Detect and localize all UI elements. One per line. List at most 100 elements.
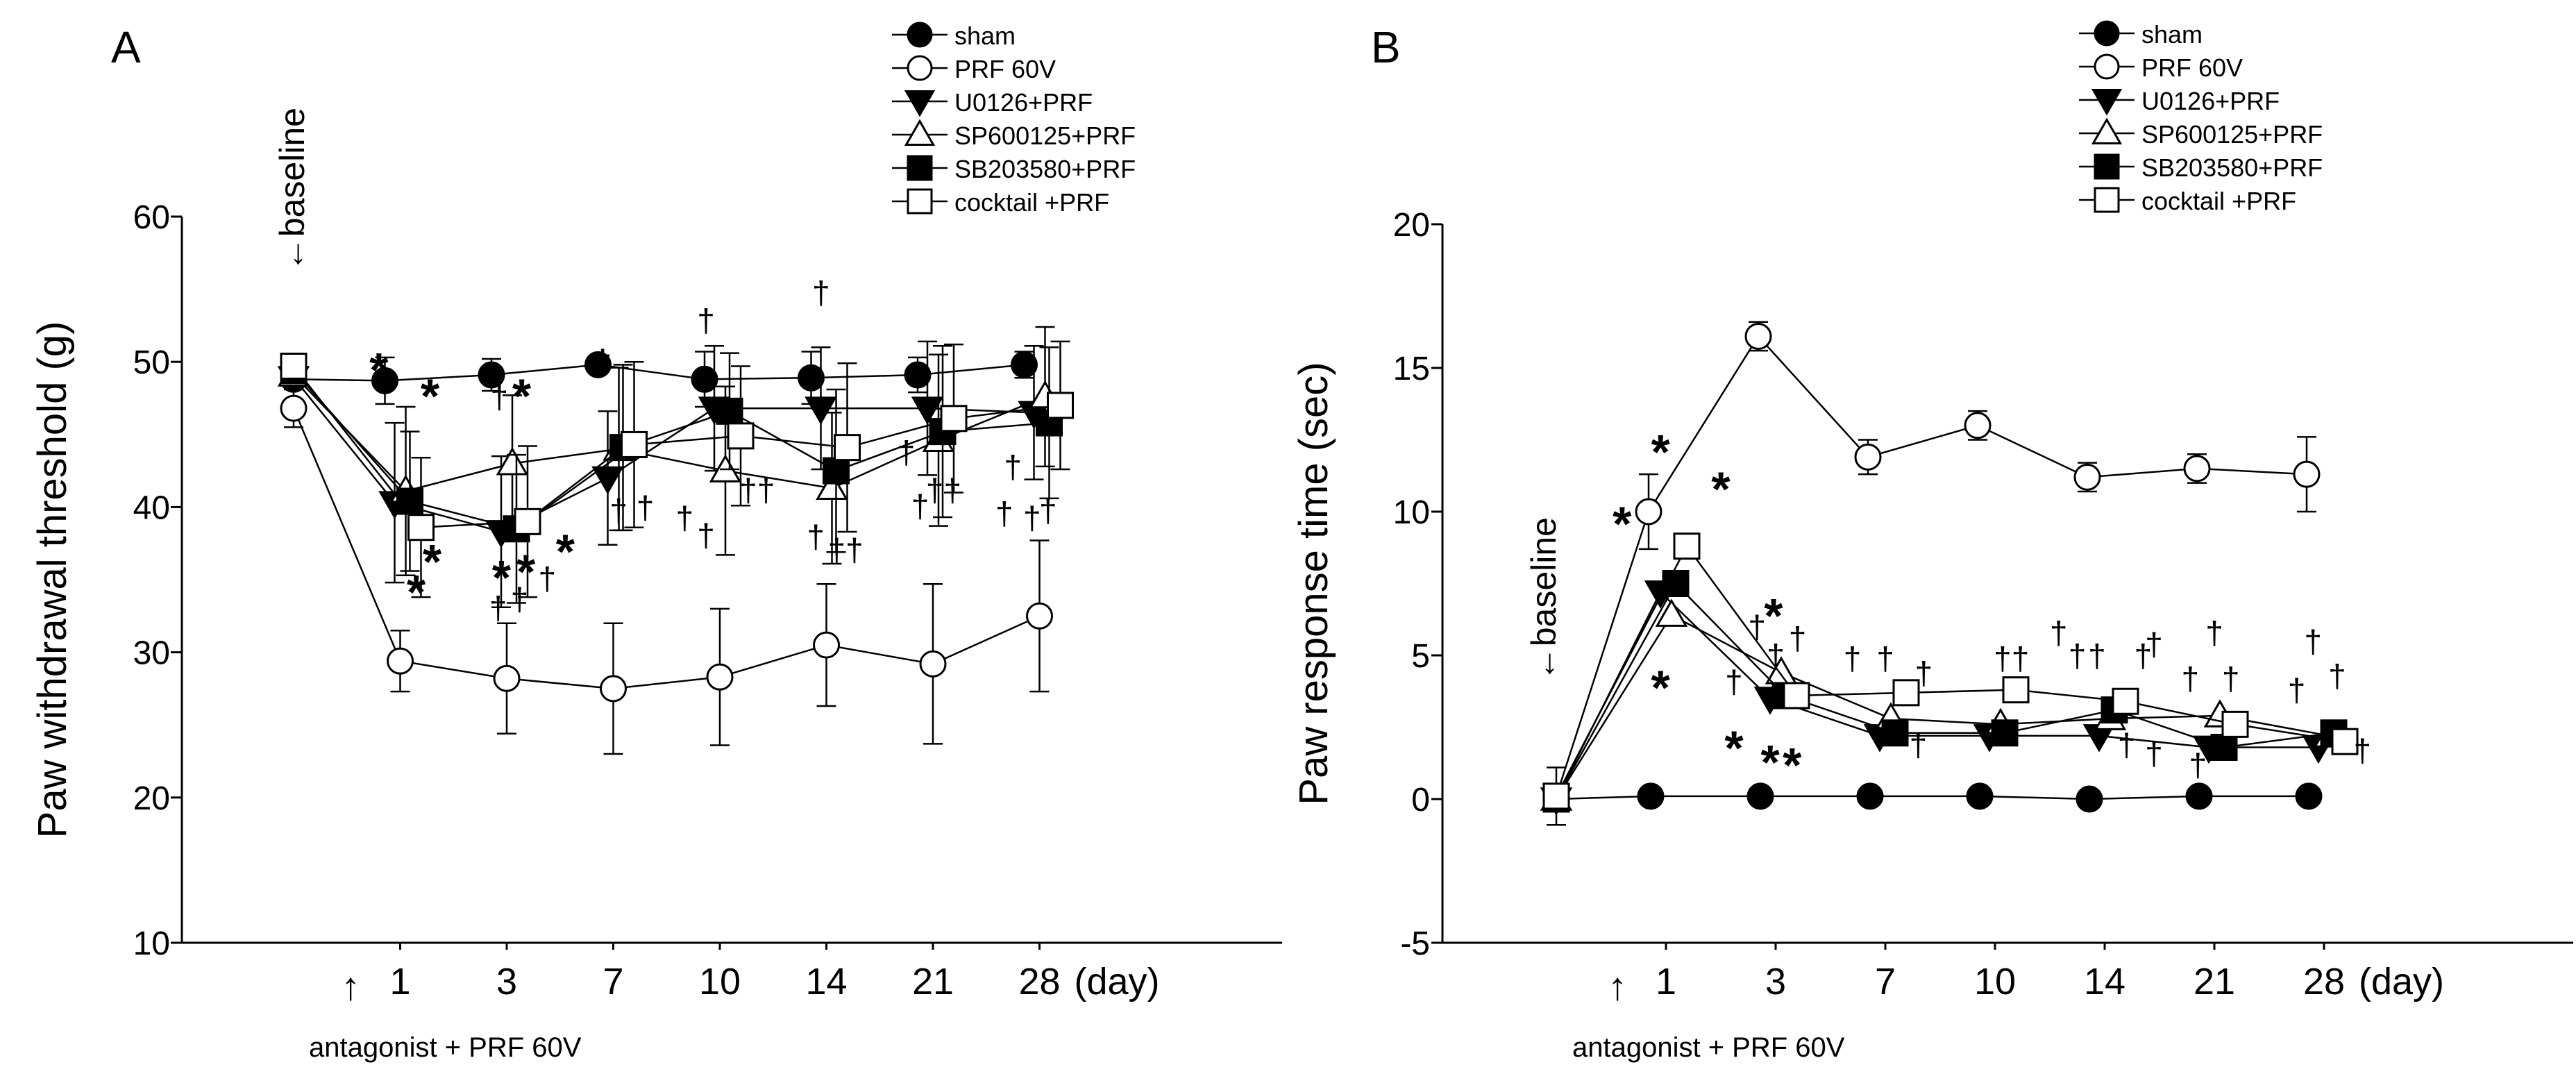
legend-marker	[907, 55, 933, 81]
data-point	[1744, 322, 1772, 350]
significance-dagger: †	[2050, 614, 2068, 650]
x-unit-label: (day)	[2359, 961, 2444, 1002]
significance-dagger: †	[697, 302, 715, 338]
x-tick-label: 21	[912, 961, 954, 1002]
x-tick-label: 1	[1656, 961, 1676, 1002]
y-tick-label: 10	[1393, 494, 1430, 531]
significance-star: *	[369, 343, 389, 397]
series-line	[1555, 590, 2318, 800]
data-point	[2112, 687, 2139, 715]
significance-dagger: †	[1725, 664, 1743, 700]
data-point	[2331, 728, 2359, 755]
significance-dagger: †	[2181, 661, 2199, 697]
legend-marker	[904, 119, 936, 146]
legend-marker	[907, 188, 933, 215]
series-line	[1555, 335, 2307, 797]
significance-dagger: †	[1748, 609, 1766, 645]
data-point	[706, 663, 734, 691]
y-axis-label: Paw withdrawal threshold (g)	[30, 321, 75, 839]
significance-dagger: †	[995, 496, 1013, 532]
legend: sham PRF 60V U0126+PRF SP600125+PRF SB203580…	[892, 22, 1136, 217]
data-point	[2210, 733, 2238, 761]
legend-marker	[2094, 20, 2120, 47]
data-point	[1783, 682, 1810, 710]
y-tick-label: -5	[1400, 925, 1430, 962]
significance-dagger: †	[2354, 732, 2372, 769]
significance-star: *	[512, 369, 532, 423]
significance-dagger: †	[1876, 641, 1894, 677]
legend-label: U0126+PRF	[954, 88, 1093, 117]
data-point	[1026, 602, 1053, 630]
legend-label: sham	[954, 22, 1016, 50]
significance-dagger: †	[490, 379, 508, 415]
series-line	[293, 365, 1061, 528]
series-line	[1555, 614, 2330, 800]
data-point	[1964, 412, 1992, 439]
legend-marker	[2094, 187, 2120, 213]
y-tick-label: 50	[133, 344, 170, 381]
x-tick-label: 28	[2303, 961, 2345, 1002]
y-tick-label: 10	[133, 925, 170, 962]
significance-star: *	[1613, 496, 1632, 551]
legend-label: PRF 60V	[2141, 53, 2243, 82]
data-point	[904, 361, 932, 389]
significance-dagger: †	[1023, 500, 1041, 536]
significance-dagger: †	[2328, 658, 2346, 694]
panel-a-chart: A 10 20 30 40 50 60 Paw withdrawal threshold (g…	[30, 22, 1282, 1063]
treatment-arrow: ↑	[341, 964, 360, 1008]
y-tick-label: 30	[133, 635, 170, 672]
significance-dagger: †	[489, 589, 507, 626]
significance-dagger: †	[2145, 626, 2163, 662]
data-point	[813, 631, 840, 659]
legend-marker	[904, 90, 936, 117]
legend-marker	[2094, 53, 2120, 80]
legend-label: PRF 60V	[954, 55, 1056, 83]
y-axis-label: Paw response time (sec)	[1291, 362, 1336, 805]
data-point	[600, 675, 627, 703]
significance-star: *	[1783, 738, 1802, 792]
series-line	[293, 369, 1050, 530]
significance-dagger: †	[2088, 638, 2106, 674]
significance-dagger: †	[539, 561, 557, 597]
x-tick-label: 21	[2194, 961, 2235, 1002]
significance-dagger: †	[1789, 621, 1807, 657]
significance-dagger: †	[807, 519, 825, 555]
data-point	[1655, 598, 1688, 627]
legend-label: SB203580+PRF	[954, 155, 1136, 183]
legend-label: sham	[2141, 20, 2203, 49]
significance-dagger: †	[697, 517, 715, 553]
legend-marker	[2091, 117, 2123, 144]
baseline-label: ←baseline	[1524, 517, 1563, 681]
significance-dagger: †	[1767, 638, 1785, 674]
data-point	[1881, 719, 1909, 747]
x-tick-label: 10	[1974, 961, 2016, 1002]
series-line	[293, 364, 1025, 382]
series-line	[293, 374, 1045, 492]
data-point	[496, 446, 529, 476]
significance-dagger: †	[1915, 655, 1933, 691]
legend-label: SP600125+PRF	[2141, 120, 2323, 149]
legend-marker	[907, 155, 933, 181]
significance-dagger: ††	[926, 472, 961, 508]
y-tick-label: 40	[133, 489, 170, 526]
data-point	[1011, 351, 1038, 378]
data-point	[2185, 782, 2213, 810]
significance-dagger: †	[2069, 638, 2087, 674]
data-point	[2002, 676, 2030, 704]
x-tick-label: 7	[1875, 961, 1896, 1002]
significance-dagger: †	[2205, 614, 2223, 650]
treatment-label: antagonist + PRF 60V	[309, 1032, 582, 1063]
significance-dagger: †	[2222, 661, 2240, 697]
y-tick-label: 60	[133, 199, 170, 236]
significance-dagger: †	[2118, 727, 2136, 763]
significance-dagger: †	[1910, 727, 1928, 763]
data-point	[1635, 498, 1662, 526]
significance-dagger: ††	[1994, 641, 2029, 677]
data-point	[940, 405, 968, 433]
significance-dagger: †	[2145, 735, 2163, 771]
significance-dagger: †	[609, 492, 628, 528]
legend-marker	[2094, 153, 2120, 180]
significance-dagger: †	[911, 488, 929, 524]
significance-star: *	[492, 551, 512, 605]
